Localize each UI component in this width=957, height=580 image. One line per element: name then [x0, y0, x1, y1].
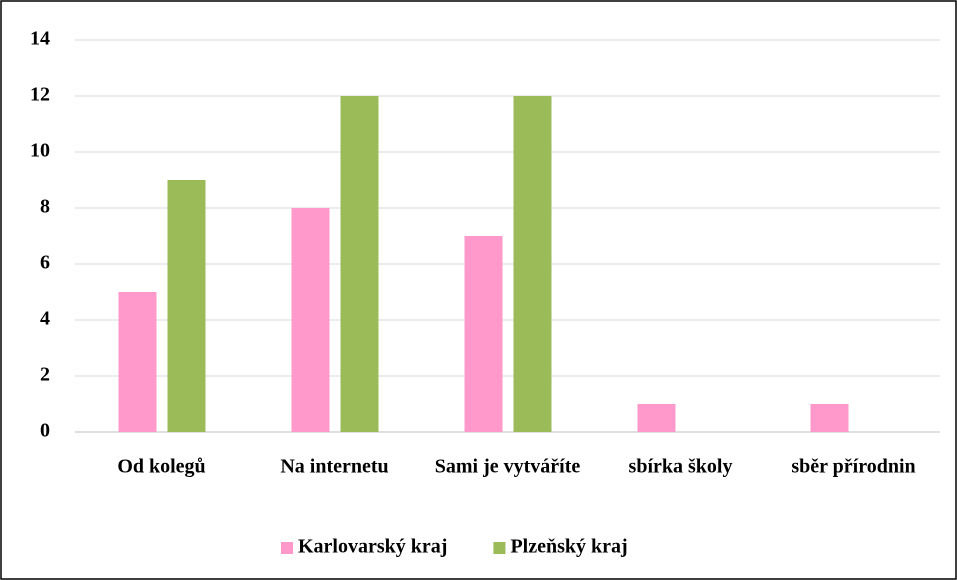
- bar: [513, 96, 552, 432]
- x-tick-label: Sami je vytváříte: [435, 456, 581, 478]
- y-tick-label: 8: [40, 196, 50, 218]
- legend-swatch: [281, 542, 293, 554]
- legend-label: Karlovarský kraj: [298, 536, 447, 558]
- bar: [118, 292, 157, 432]
- y-tick-label: 14: [30, 28, 50, 50]
- x-tick-label: Na internetu: [280, 456, 388, 478]
- y-tick-label: 2: [40, 364, 50, 386]
- y-tick-label: 0: [40, 420, 50, 442]
- legend-label: Plzeňský kraj: [510, 536, 627, 558]
- bar: [464, 236, 503, 432]
- legend-swatch: [493, 542, 506, 554]
- x-tick-label: Od kolegů: [117, 456, 205, 478]
- bar: [291, 208, 330, 432]
- x-tick-label: sbírka školy: [629, 456, 733, 478]
- bar: [340, 96, 379, 432]
- x-tick-label: sběr přírodnin: [791, 456, 915, 478]
- bar: [637, 404, 676, 432]
- y-tick-label: 6: [40, 252, 50, 274]
- y-tick-label: 12: [30, 84, 50, 106]
- y-tick-label: 4: [40, 308, 50, 330]
- y-tick-label: 10: [30, 140, 50, 162]
- bar: [810, 404, 849, 432]
- bar: [167, 180, 206, 432]
